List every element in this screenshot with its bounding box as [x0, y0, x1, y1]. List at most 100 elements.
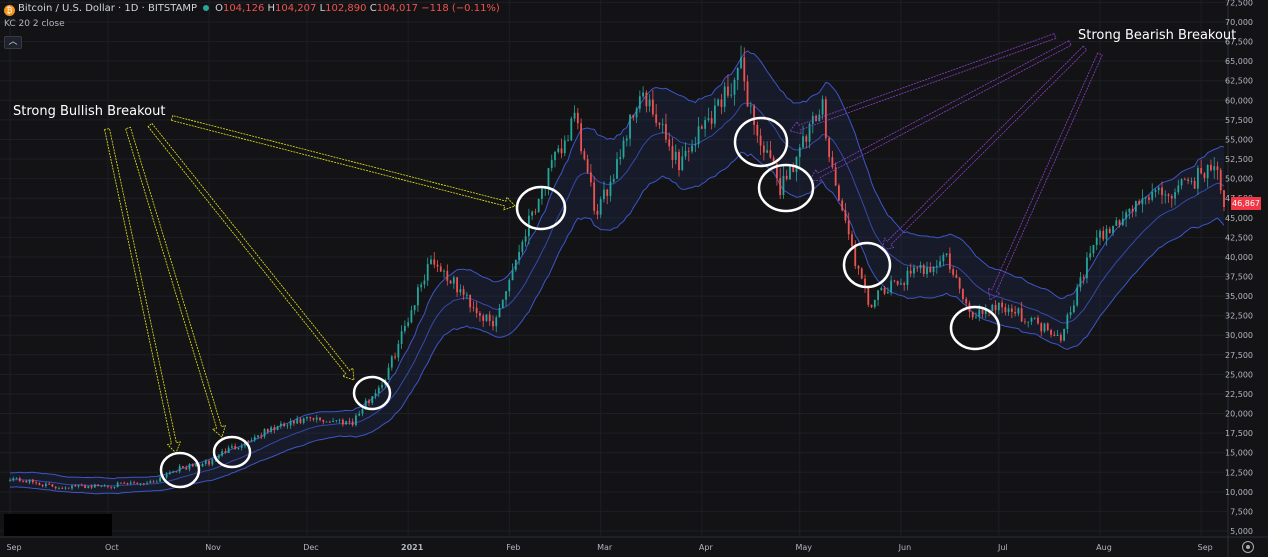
candle-body: [185, 467, 188, 470]
candle-body: [335, 420, 338, 422]
candle-body: [854, 246, 857, 267]
gear-icon[interactable]: [1242, 541, 1254, 553]
symbol-header[interactable]: ₿ Bitcoin / U.S. Dollar · 1D · BITSTAMP O1…: [4, 3, 500, 16]
candle-body: [433, 259, 436, 265]
candle-body: [204, 460, 207, 464]
y-tick-label: 37,500: [1225, 273, 1253, 282]
y-tick-label: 30,000: [1225, 331, 1253, 340]
bearish-arrow: [789, 33, 1057, 135]
candle-body: [838, 185, 840, 201]
candle-body: [991, 304, 994, 312]
candle-body: [749, 105, 752, 107]
candle-body: [279, 423, 282, 427]
candle-body: [665, 124, 667, 140]
candle-body: [570, 118, 573, 141]
candle-body: [687, 150, 690, 152]
candle-body: [841, 200, 844, 211]
x-tick-label: Sep: [6, 543, 21, 552]
candle-body: [616, 159, 618, 179]
candle-body: [609, 181, 612, 196]
candle-body: [906, 270, 909, 285]
candle-body: [965, 298, 968, 304]
bearish-arrow: [881, 45, 1088, 251]
indicator-label[interactable]: KC 20 2 close: [4, 19, 65, 29]
candle-body: [896, 280, 899, 285]
candle-body: [857, 266, 860, 269]
candle-body: [886, 292, 889, 294]
candle-body: [935, 265, 938, 267]
candle-body: [710, 118, 713, 124]
candle-body: [1053, 334, 1056, 337]
chevron-up-icon[interactable]: ︿: [4, 36, 22, 49]
candle-body: [808, 123, 811, 142]
candle-body: [1024, 321, 1026, 323]
candle-body: [619, 157, 622, 160]
candle-body: [113, 487, 116, 488]
candle-body: [35, 482, 38, 484]
y-tick-label: 57,500: [1225, 116, 1253, 125]
candle-body: [831, 157, 834, 168]
candle-body: [1180, 179, 1183, 186]
candle-body: [175, 471, 178, 473]
candle-body: [736, 68, 739, 80]
breakout-circle: [842, 241, 892, 289]
breakout-circles: [159, 116, 1001, 489]
candle-body: [1203, 173, 1206, 179]
candle-body: [668, 139, 671, 147]
candle-body: [312, 418, 315, 420]
candle-body: [939, 261, 941, 266]
candle-body: [978, 309, 981, 317]
candle-body: [537, 198, 540, 213]
x-tick-label: Dec: [303, 543, 318, 552]
candle-body: [531, 211, 534, 216]
candle-body: [1157, 187, 1160, 191]
candle-body: [962, 288, 964, 299]
x-tick-label: Jun: [898, 543, 912, 552]
candle-body: [152, 481, 155, 483]
candle-body: [700, 126, 703, 129]
candle-body: [1138, 201, 1141, 205]
bitcoin-logo-icon: ₿: [4, 5, 15, 16]
candle-body: [740, 57, 742, 69]
candle-body: [377, 387, 380, 394]
x-tick-label: Jul: [997, 543, 1008, 552]
breakout-circle: [515, 185, 567, 231]
candle-body: [929, 267, 932, 273]
bearish-breakout-label: Strong Bearish Breakout: [1078, 28, 1237, 43]
y-tick-label: 67,500: [1225, 38, 1253, 47]
symbol-title[interactable]: Bitcoin / U.S. Dollar · 1D · BITSTAMP: [18, 3, 198, 14]
candle-body: [465, 294, 468, 296]
candle-body: [276, 426, 279, 431]
bearish-arrow: [809, 40, 1072, 182]
candle-body: [107, 485, 109, 487]
candle-body: [576, 112, 579, 124]
breakout-circle: [212, 435, 252, 469]
candle-body: [704, 120, 707, 129]
candle-body: [759, 135, 762, 146]
candle-body: [123, 482, 126, 484]
candle-body: [678, 151, 680, 171]
ohlc-values: O104,126 H104,207 L102,890 C104,017 −118…: [215, 3, 500, 14]
candle-body: [426, 264, 429, 281]
candle-body: [417, 287, 419, 306]
x-tick-label: Mar: [597, 543, 613, 552]
candle-body: [919, 265, 922, 269]
candle-body: [403, 325, 406, 332]
bullish-arrow: [125, 126, 226, 438]
candle-body: [100, 485, 103, 487]
candle-body: [351, 421, 354, 426]
candle-body: [997, 302, 1000, 311]
candle-body: [1115, 220, 1118, 226]
candle-body: [257, 435, 259, 437]
candle-body: [325, 421, 328, 423]
candle-body: [922, 265, 925, 274]
candle-body: [870, 304, 873, 308]
x-tick-label: Apr: [699, 543, 714, 552]
y-tick-label: 32,500: [1225, 312, 1253, 321]
candle-body: [1082, 277, 1085, 279]
candle-body: [1007, 308, 1010, 313]
candle-body: [802, 136, 804, 148]
candle-body: [1014, 311, 1017, 314]
candle-body: [293, 420, 295, 424]
